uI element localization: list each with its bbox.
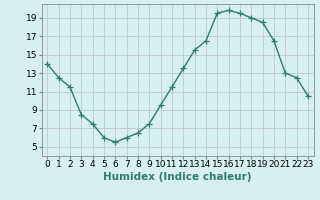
X-axis label: Humidex (Indice chaleur): Humidex (Indice chaleur) [103, 172, 252, 182]
